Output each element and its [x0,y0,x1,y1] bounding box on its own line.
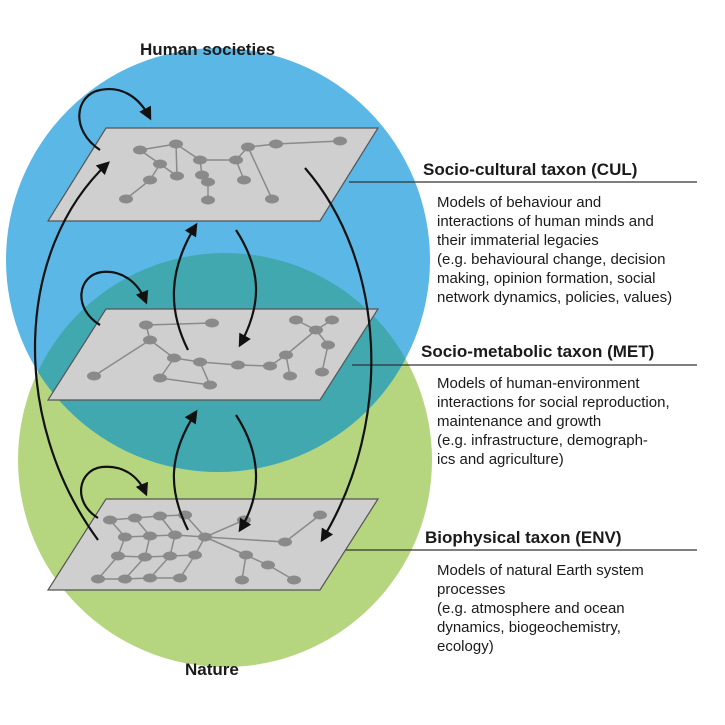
network-node [173,573,187,583]
env-taxon-description: Models of natural Earth system processes(… [437,562,644,655]
nature-label: Nature [185,660,239,679]
network-node [103,515,117,525]
network-node [263,361,277,371]
network-edge [159,377,211,386]
self-loop-met-arrow [80,270,149,326]
network-node [205,318,219,328]
network-node [143,573,157,583]
leader-lines [346,181,697,551]
network-node [195,170,209,180]
feedback-arrows [34,88,373,543]
network-node [333,136,347,146]
network-edge [175,143,178,177]
network-edge [204,536,286,543]
network-node [283,371,297,381]
network-node [265,194,279,204]
network-node [163,551,177,561]
met-taxon-description: Models of human-environment interactions … [437,375,670,468]
network-node [138,552,152,562]
network-node [237,175,251,185]
network-edge [285,329,317,356]
network-node [287,575,301,585]
self-loop-cul-arrow [78,88,152,151]
network-node [167,353,181,363]
network-node [313,510,327,520]
network-node [118,574,132,584]
network-node [143,335,157,345]
network-node [91,574,105,584]
network-node [289,315,303,325]
network-node [193,155,207,165]
cul-to-met-arrow [235,229,258,348]
network-node [201,195,215,205]
network-node [128,513,142,523]
network-node [231,360,245,370]
met-to-env-arrow [235,414,258,533]
network-node [315,367,329,377]
network-node [239,550,253,560]
network-node [269,139,283,149]
network-node [170,171,184,181]
network-node [198,532,212,542]
self-loop-env-arrow [80,465,148,519]
network-node [278,537,292,547]
network-node [321,340,335,350]
network-node [143,175,157,185]
env-to-cul-arrow [34,161,110,541]
network-node [188,550,202,560]
network-node [153,511,167,521]
network-node [309,325,323,335]
network-node [279,350,293,360]
network-node [201,177,215,187]
network-node [143,531,157,541]
network-node [261,560,275,570]
network-node [325,315,339,325]
network-node [118,532,132,542]
network-node [203,380,217,390]
layer-env [46,498,380,591]
network-node [139,320,153,330]
network-node [235,575,249,585]
network-node [169,139,183,149]
network-node [168,530,182,540]
cul-taxon-title: Socio-cultural taxon (CUL) [423,160,638,179]
network-node [111,551,125,561]
network-edge [204,536,247,556]
network-node [241,142,255,152]
human-societies-label: Human societies [140,40,276,59]
env-to-met-arrow [172,409,198,531]
cul-taxon-description: Models of behaviour and interactions of h… [437,194,673,306]
met-to-cul-arrow [172,222,198,351]
env-taxon-title: Biophysical taxon (ENV) [425,528,622,547]
network-edge [321,344,329,373]
network-node [153,159,167,169]
cul-to-env-arrow [304,167,373,543]
network-edge [204,519,245,538]
network-node [153,373,167,383]
network-node [87,371,101,381]
network-edge [247,146,273,200]
network-edge [275,140,341,145]
network-edge [284,514,321,543]
network-edge [93,339,151,377]
network-node [119,194,133,204]
network-graphs [87,136,347,585]
network-node [193,357,207,367]
network-node [133,145,147,155]
network-node [229,155,243,165]
met-taxon-title: Socio-metabolic taxon (MET) [421,342,655,361]
